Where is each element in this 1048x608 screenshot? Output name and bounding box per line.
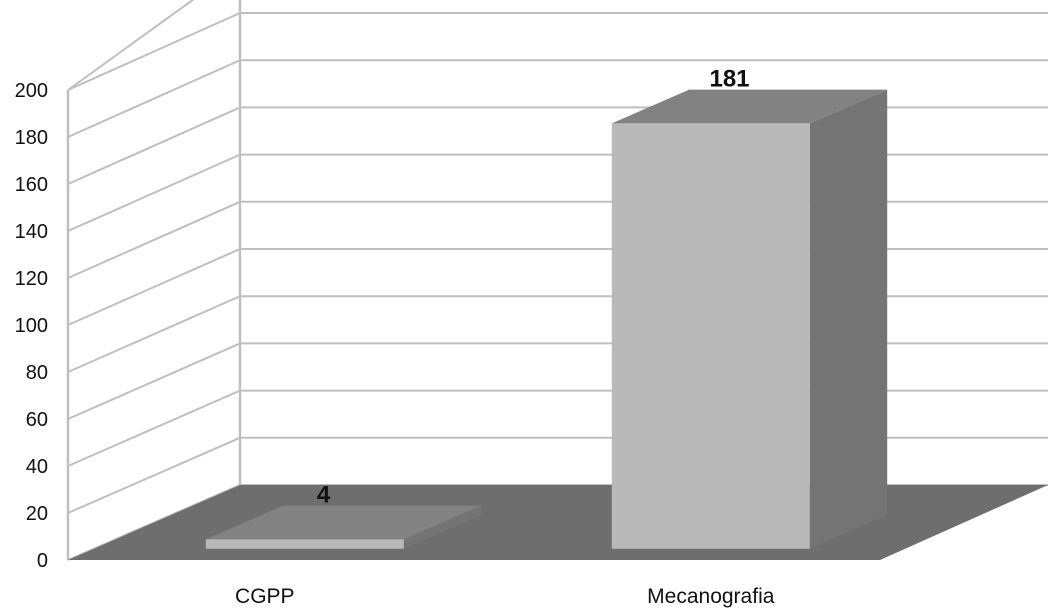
bar-front-face [611,123,810,549]
y-tick-label: 200 [15,80,48,102]
gridline [67,342,1048,420]
bar-data-label: 181 [709,66,749,93]
x-axis-categories: CGPP Mecanografia [235,585,775,608]
x-category-label: CGPP [235,585,295,608]
x-category-label: Mecanografia [647,585,775,608]
gridline [67,248,1048,326]
bar [611,89,888,549]
data-labels: 4 181 [317,66,750,509]
y-tick-label: 60 [26,409,48,431]
bar-front-face [205,539,404,549]
y-tick-label: 180 [15,127,48,149]
bar-side-face [809,89,888,549]
chart-walls [66,0,1048,561]
gridline [67,153,1048,232]
y-tick-label: 140 [15,221,48,243]
bar [205,505,482,549]
y-tick-label: 120 [15,268,48,290]
bar-top-face [611,89,888,124]
y-tick-label: 20 [26,503,48,525]
y-tick-label: 160 [15,174,48,196]
bars-layer [205,89,888,549]
gridline [67,59,1048,138]
y-tick-label: 80 [26,362,48,384]
side-wall-top-edge [67,0,195,91]
gridline [67,389,1048,467]
gridline [67,200,1048,279]
bar-top-face [205,505,482,540]
bar-data-label: 4 [317,482,331,509]
gridline [67,12,1048,91]
y-axis-ticks: 0 20 40 60 80 100 120 140 160 180 200 [15,80,48,572]
bar-side-face [403,505,482,549]
y-tick-label: 100 [15,315,48,337]
gridline [67,106,1048,185]
gridline [67,295,1048,373]
y-tick-label: 40 [26,456,48,478]
y-tick-label: 0 [37,550,48,572]
